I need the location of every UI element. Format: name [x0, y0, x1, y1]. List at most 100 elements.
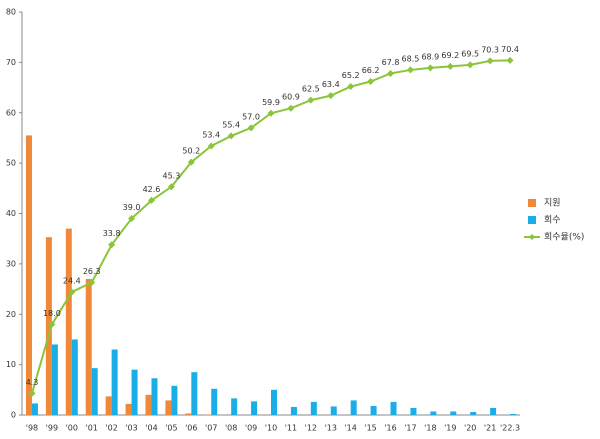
- marker: [247, 124, 255, 132]
- y-tick-label: 50: [6, 159, 16, 168]
- x-tick-label: '01: [86, 424, 98, 433]
- bar: [191, 372, 198, 415]
- data-label: 57.0: [242, 112, 260, 121]
- marker: [187, 158, 195, 166]
- bar: [211, 388, 218, 415]
- data-label: 55.4: [222, 120, 240, 129]
- data-label: 62.5: [302, 85, 320, 94]
- y-tick-label: 20: [6, 310, 16, 319]
- bar: [111, 349, 118, 415]
- x-tick-label: '11: [285, 424, 297, 433]
- marker: [307, 96, 315, 104]
- marker: [466, 61, 474, 69]
- bar: [71, 339, 78, 415]
- bar: [125, 403, 132, 415]
- marker: [506, 56, 514, 64]
- x-tick-label: '00: [66, 424, 78, 433]
- bar: [205, 414, 212, 415]
- marker: [227, 132, 235, 140]
- x-tick-label: '14: [344, 424, 356, 433]
- bar: [410, 407, 417, 415]
- y-tick-label: 0: [11, 411, 16, 420]
- bar: [490, 407, 497, 415]
- x-tick-label: '12: [305, 424, 317, 433]
- data-label: 59.9: [262, 98, 280, 107]
- x-tick-label: '04: [145, 424, 157, 433]
- data-label: 63.4: [322, 80, 340, 89]
- marker: [327, 92, 335, 100]
- marker: [287, 104, 295, 112]
- data-label: 42.6: [143, 185, 161, 194]
- legend-label: 지원: [544, 198, 561, 209]
- y-tick-label: 30: [6, 259, 16, 268]
- data-label: 4.3: [26, 378, 39, 387]
- x-tick-label: '20: [464, 424, 476, 433]
- x-tick-label: '99: [46, 424, 58, 433]
- legend-label: 회수율(%): [544, 232, 584, 243]
- bar: [25, 135, 32, 415]
- y-tick-label: 10: [6, 360, 16, 369]
- data-label: 69.5: [461, 49, 479, 58]
- x-tick-label: '17: [404, 424, 416, 433]
- marker: [406, 66, 414, 74]
- data-label: 70.3: [481, 45, 499, 54]
- bar: [151, 378, 158, 415]
- x-tick-label: '09: [245, 424, 257, 433]
- bar: [45, 237, 52, 415]
- legend-swatch: [529, 234, 535, 240]
- y-tick-label: 40: [6, 209, 16, 218]
- x-tick-label: '10: [265, 424, 277, 433]
- bar: [370, 405, 377, 415]
- marker: [387, 69, 395, 77]
- bar: [165, 400, 172, 415]
- bar: [450, 411, 457, 415]
- x-tick-label: '15: [364, 424, 376, 433]
- marker: [167, 183, 175, 191]
- data-label: 69.2: [441, 51, 459, 60]
- bar: [290, 406, 297, 415]
- x-tick-label: '22.3: [500, 424, 520, 433]
- data-label: 24.4: [63, 277, 81, 286]
- data-label: 60.9: [282, 93, 300, 102]
- bar: [51, 344, 58, 415]
- bar: [91, 368, 98, 415]
- bar: [31, 403, 38, 415]
- data-label: 66.2: [362, 66, 380, 75]
- marker: [88, 279, 96, 287]
- bar: [470, 411, 477, 415]
- x-tick-label: '05: [165, 424, 177, 433]
- marker: [48, 320, 56, 328]
- marker: [68, 288, 76, 296]
- marker: [446, 62, 454, 70]
- bar: [271, 389, 277, 415]
- x-tick-label: '08: [225, 424, 237, 433]
- marker: [147, 196, 155, 204]
- data-label: 67.8: [382, 58, 400, 67]
- bar: [145, 394, 152, 415]
- data-label: 65.2: [342, 71, 360, 80]
- marker: [367, 78, 375, 86]
- data-label: 68.9: [421, 52, 439, 61]
- marker: [207, 142, 215, 150]
- legend-swatch: [528, 199, 536, 207]
- data-label: 53.4: [202, 130, 220, 139]
- x-tick-label: '98: [26, 424, 38, 433]
- marker: [347, 83, 355, 91]
- data-label: 33.8: [103, 229, 121, 238]
- data-label: 45.3: [162, 171, 180, 180]
- data-label: 26.3: [83, 267, 101, 276]
- bar: [65, 228, 72, 415]
- x-tick-label: '18: [424, 424, 436, 433]
- x-tick-label: '13: [325, 424, 337, 433]
- bar: [131, 369, 138, 415]
- bar: [251, 401, 258, 415]
- x-tick-label: '03: [125, 424, 137, 433]
- bar: [430, 411, 437, 415]
- data-label: 18.0: [43, 309, 61, 318]
- x-tick-label: '19: [444, 424, 456, 433]
- bar: [105, 396, 112, 415]
- bar: [85, 278, 92, 415]
- data-label: 39.0: [123, 203, 141, 212]
- data-label: 50.2: [182, 147, 200, 156]
